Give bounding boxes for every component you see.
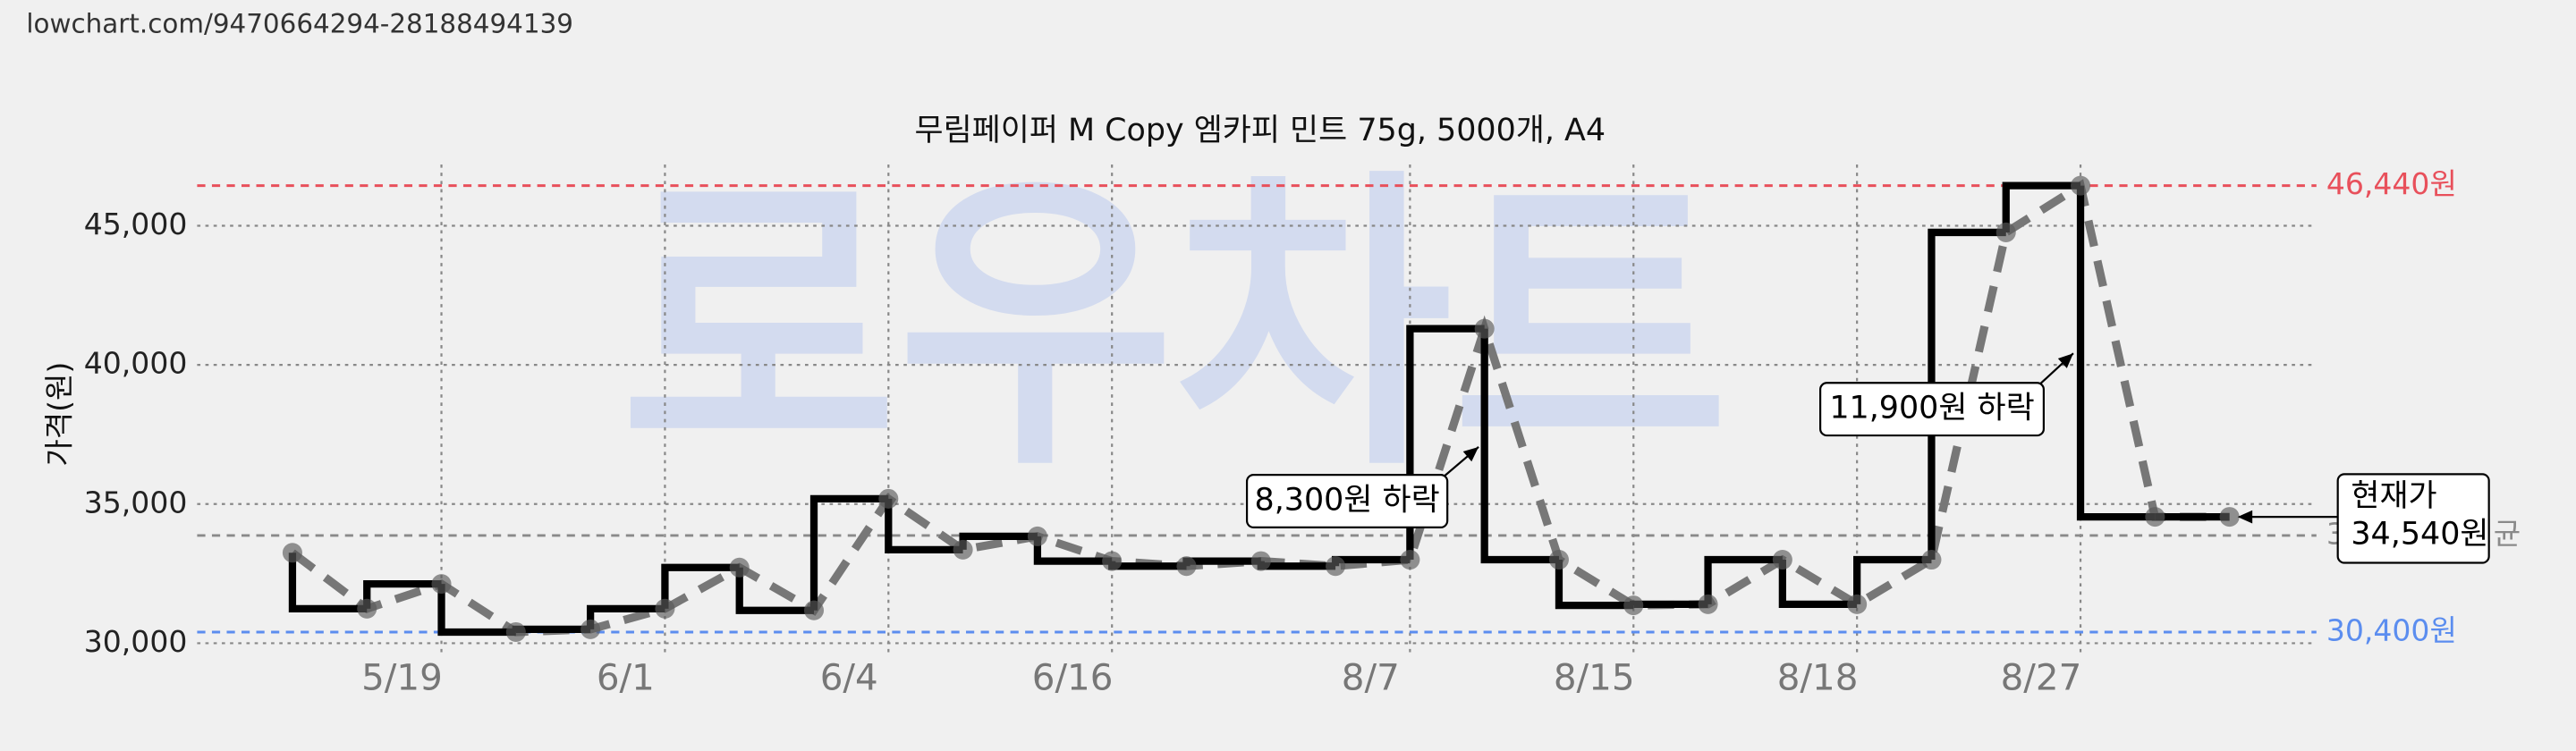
step-segment bbox=[1555, 560, 1634, 610]
step-segment bbox=[809, 494, 889, 611]
point bbox=[1698, 594, 1718, 614]
step-segment bbox=[1480, 328, 1559, 564]
point bbox=[357, 598, 377, 619]
x-tick-label: 5/19 bbox=[361, 656, 443, 699]
reference-label: 46,440원 bbox=[2326, 166, 2457, 201]
step-segment bbox=[1853, 555, 1932, 604]
point bbox=[878, 488, 899, 509]
x-tick-label: 6/4 bbox=[820, 656, 878, 699]
point bbox=[1623, 595, 1644, 616]
point bbox=[505, 621, 526, 643]
arrow-head bbox=[2237, 510, 2253, 524]
point bbox=[2219, 507, 2240, 527]
annotation-text: 11,900원 하락 bbox=[1829, 391, 2034, 426]
point bbox=[1326, 556, 1346, 577]
chart-title: 무림페이퍼 M Copy 엠카피 민트 75g, 5000개, A4 bbox=[914, 113, 1606, 148]
annotation-text: 8,300원 하락 bbox=[1255, 483, 1440, 519]
current-value: 34,540원 bbox=[2351, 516, 2488, 552]
step-segment bbox=[2076, 185, 2156, 521]
point bbox=[953, 539, 973, 560]
point bbox=[431, 574, 452, 595]
point bbox=[1921, 550, 1942, 570]
point bbox=[1102, 551, 1123, 571]
point bbox=[282, 543, 302, 563]
current-label: 현재가 bbox=[2351, 478, 2436, 514]
y-axis-label: 가격(원) bbox=[41, 362, 76, 467]
step-segment bbox=[661, 563, 740, 609]
page-url: lowchart.com/9470664294-28188494139 bbox=[26, 8, 573, 38]
point bbox=[729, 557, 750, 578]
point bbox=[1027, 526, 1047, 546]
x-tick-label: 8/18 bbox=[1777, 656, 1859, 699]
watermark: 로우차트 bbox=[620, 145, 1729, 508]
step-segment bbox=[885, 498, 963, 553]
x-tick-label: 6/1 bbox=[597, 656, 655, 699]
step-segment bbox=[1704, 555, 1783, 604]
point bbox=[2071, 175, 2091, 196]
y-tick-label: 30,000 bbox=[84, 624, 188, 659]
annotation-box bbox=[1245, 474, 1449, 528]
step-segment bbox=[1928, 228, 2006, 561]
current-box bbox=[2336, 473, 2490, 564]
step-segment bbox=[1630, 600, 1708, 608]
y-tick-label: 40,000 bbox=[84, 346, 188, 381]
arrow-head bbox=[1462, 446, 1479, 462]
step-segment bbox=[1778, 560, 1858, 608]
x-tick-label: 8/27 bbox=[2001, 656, 2082, 699]
point bbox=[1250, 551, 1271, 571]
point bbox=[1474, 318, 1495, 339]
point bbox=[580, 619, 601, 639]
step-segment bbox=[2002, 181, 2081, 232]
point bbox=[1772, 550, 1792, 570]
point bbox=[1176, 556, 1197, 577]
x-tick-label: 8/7 bbox=[1342, 656, 1400, 699]
reference-label: 30,400원 bbox=[2326, 612, 2457, 647]
point bbox=[1847, 594, 1868, 614]
step-segment bbox=[512, 625, 591, 634]
point bbox=[2145, 507, 2165, 527]
step-segment bbox=[437, 584, 516, 637]
step-segment bbox=[288, 553, 368, 612]
point bbox=[1996, 222, 2016, 242]
y-tick-label: 35,000 bbox=[84, 485, 188, 519]
point bbox=[655, 598, 675, 619]
step-segment bbox=[735, 567, 815, 614]
point bbox=[1400, 550, 1420, 570]
y-tick-label: 45,000 bbox=[84, 207, 188, 241]
x-tick-label: 8/15 bbox=[1554, 656, 1635, 699]
x-tick-label: 6/16 bbox=[1032, 656, 1114, 699]
arrow-head bbox=[2057, 353, 2073, 368]
point bbox=[803, 600, 825, 620]
annotation-box bbox=[1819, 382, 2045, 437]
point bbox=[1548, 550, 1569, 570]
